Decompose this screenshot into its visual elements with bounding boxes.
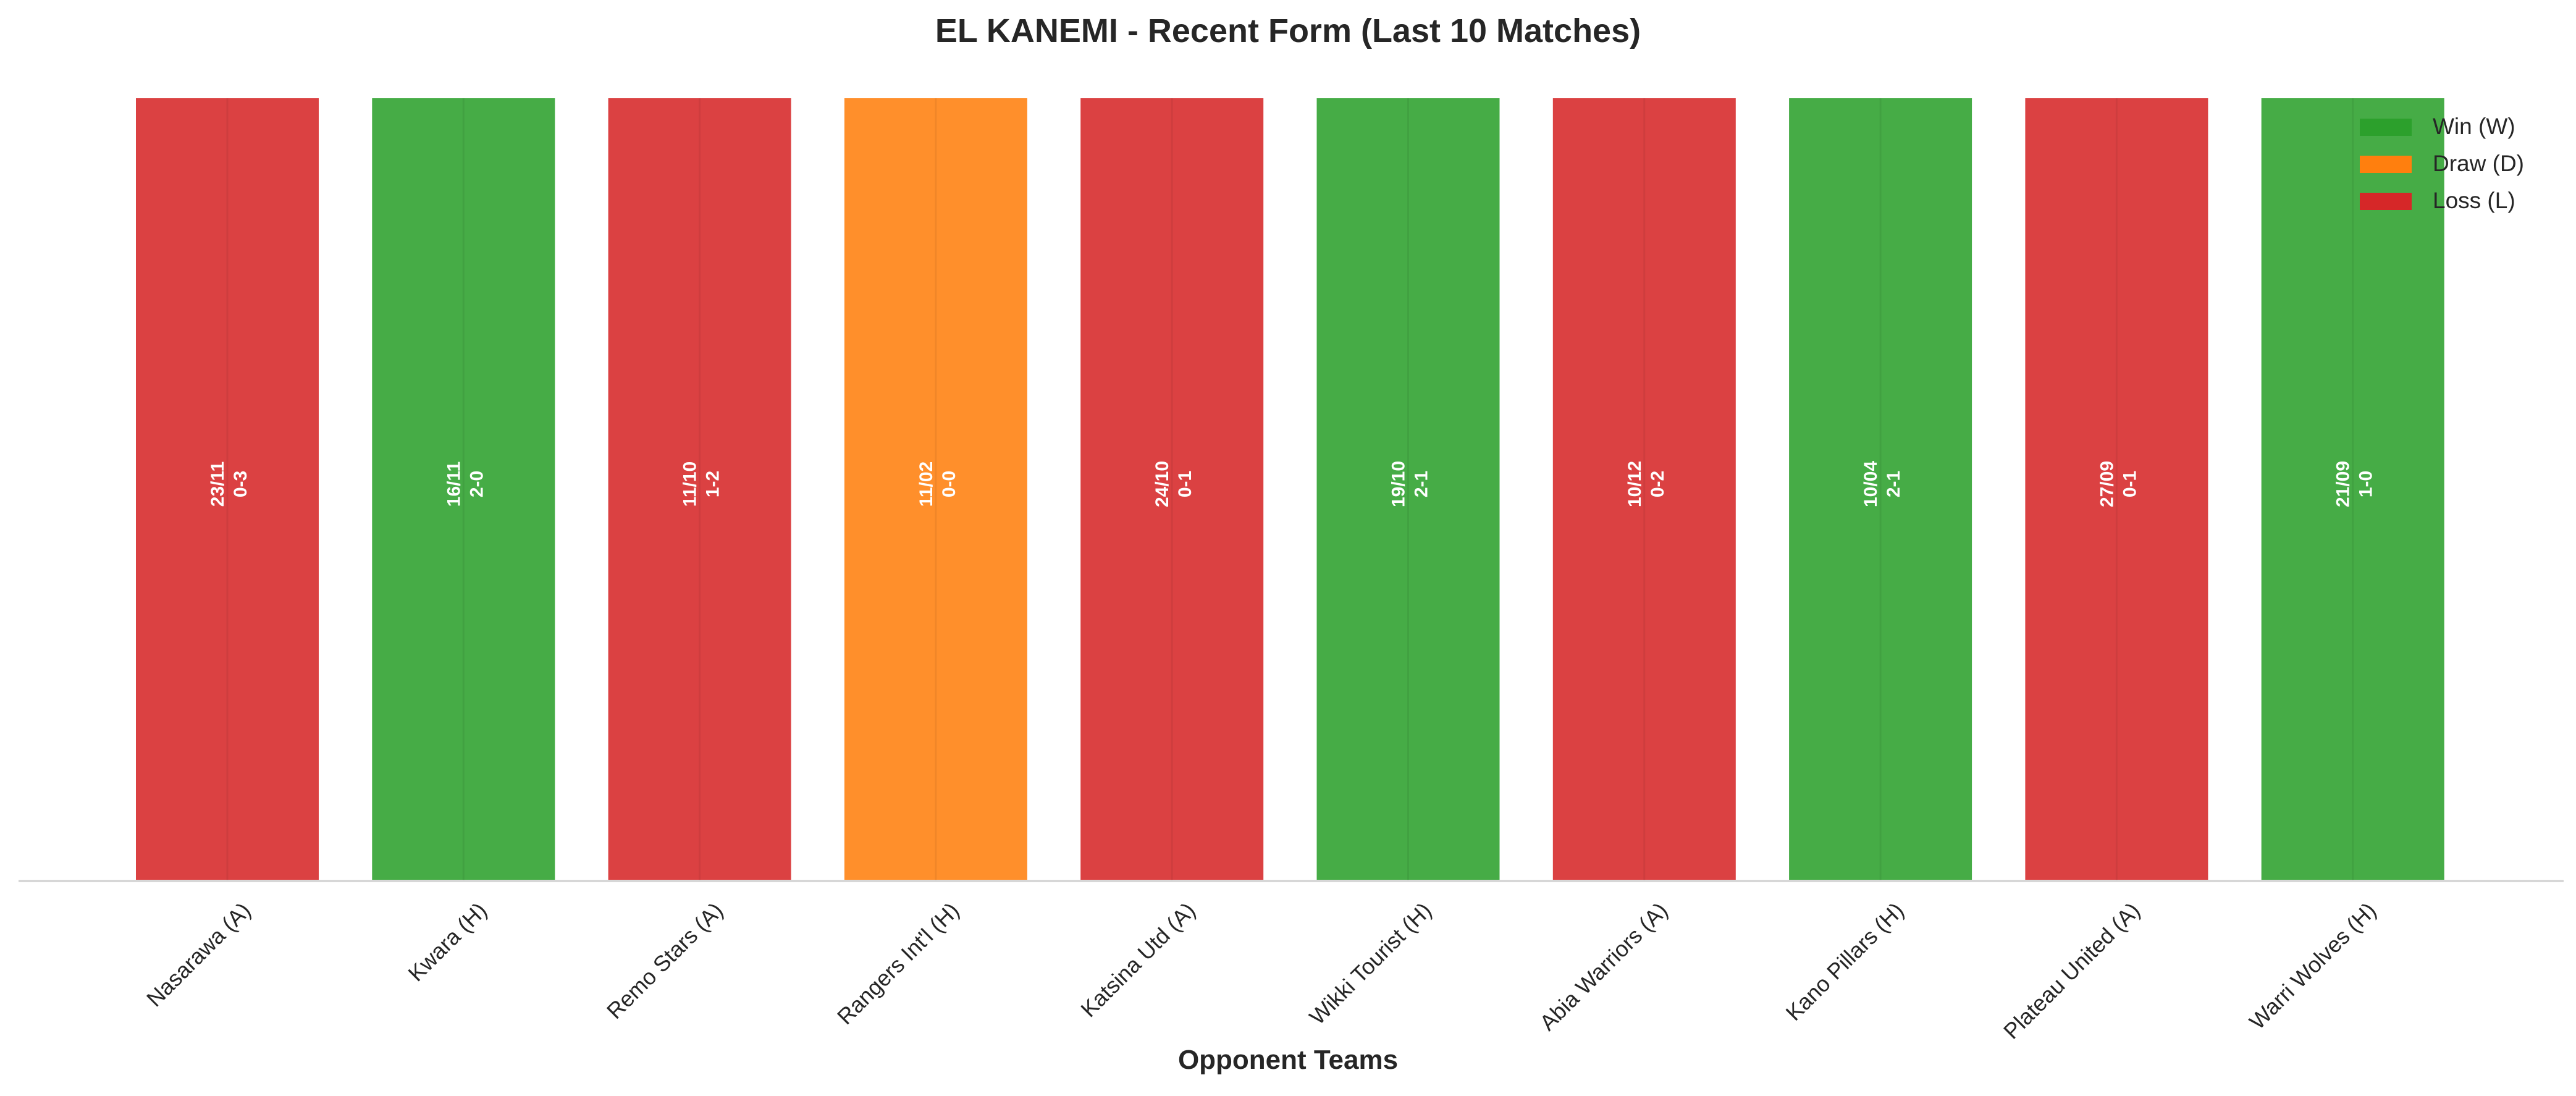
legend-item: Loss (L) bbox=[2360, 188, 2515, 213]
x-tick-label: Kano Pillars (H) bbox=[1781, 898, 1909, 1026]
bar-match-label: 23/11 0-3 bbox=[208, 462, 251, 507]
match-score: 1-2 bbox=[703, 471, 723, 497]
x-tick-label: Remo Stars (A) bbox=[602, 898, 728, 1024]
bar-group: 16/11 2-0 bbox=[369, 96, 558, 882]
bar bbox=[2258, 96, 2447, 882]
match-date: 23/11 bbox=[208, 462, 228, 507]
bar-group: 23/11 0-3 bbox=[133, 96, 321, 882]
legend-swatch bbox=[2360, 193, 2412, 210]
x-tick-label: Katsina Utd (A) bbox=[1075, 898, 1200, 1022]
bar bbox=[369, 96, 558, 882]
match-date: 10/12 bbox=[1625, 461, 1645, 507]
x-tick-label: Rangers Int'l (H) bbox=[832, 898, 964, 1030]
match-score: 2-0 bbox=[466, 471, 487, 497]
match-score: 2-1 bbox=[1884, 471, 1904, 497]
match-date: 16/11 bbox=[444, 462, 464, 507]
match-score: 0-2 bbox=[1648, 471, 1668, 497]
bar bbox=[1314, 96, 1502, 882]
x-tick-label: Abia Warriors (A) bbox=[1534, 898, 1672, 1035]
bar-group: 24/10 0-1 bbox=[1078, 96, 1266, 882]
bar-group: 19/10 2-1 bbox=[1314, 96, 1502, 882]
match-date: 21/09 bbox=[2333, 461, 2354, 507]
match-score: 0-1 bbox=[2119, 471, 2140, 497]
legend-swatch bbox=[2360, 156, 2412, 173]
legend-item: Win (W) bbox=[2360, 114, 2515, 139]
legend: Win (W) Draw (D) Loss (L) bbox=[2360, 114, 2524, 213]
legend-label: Loss (L) bbox=[2433, 188, 2515, 213]
x-tick-label: Kwara (H) bbox=[403, 898, 492, 987]
bar bbox=[133, 96, 321, 882]
match-date: 11/10 bbox=[680, 462, 701, 507]
bar-match-label: 11/02 0-0 bbox=[916, 462, 959, 507]
match-date: 11/02 bbox=[916, 462, 937, 507]
match-date: 27/09 bbox=[2097, 461, 2117, 507]
bar-match-label: 10/12 0-2 bbox=[1625, 461, 1668, 507]
legend-label: Draw (D) bbox=[2433, 151, 2524, 176]
match-date: 24/10 bbox=[1152, 461, 1172, 507]
x-tick-label: Nasarawa (A) bbox=[141, 898, 256, 1012]
bar bbox=[1550, 96, 1738, 882]
match-score: 1-0 bbox=[2356, 471, 2376, 497]
bar-match-label: 16/11 2-0 bbox=[444, 462, 487, 507]
bar-match-label: 27/09 0-1 bbox=[2097, 461, 2140, 507]
legend-swatch bbox=[2360, 119, 2412, 136]
chart-title: EL KANEMI - Recent Form (Last 10 Matches… bbox=[935, 12, 1641, 49]
bar-match-label: 10/04 2-1 bbox=[1861, 461, 1904, 507]
bar-group: 10/04 2-1 bbox=[1787, 96, 1975, 882]
match-date: 10/04 bbox=[1861, 461, 1881, 507]
legend-item: Draw (D) bbox=[2360, 151, 2524, 176]
bar bbox=[605, 96, 794, 882]
match-score: 2-1 bbox=[1412, 471, 1432, 497]
bar-match-label: 24/10 0-1 bbox=[1152, 461, 1195, 507]
x-tick-labels: Nasarawa (A) Kwara (H) Remo Stars (A) Range… bbox=[141, 898, 2381, 1044]
match-date: 19/10 bbox=[1389, 461, 1409, 507]
x-axis-label: Opponent Teams bbox=[1178, 1045, 1398, 1075]
bar-group: 27/09 0-1 bbox=[2022, 96, 2211, 882]
x-tick-label: Plateau United (A) bbox=[1998, 898, 2145, 1044]
bar-group: 11/10 1-2 bbox=[605, 96, 794, 882]
legend-label: Win (W) bbox=[2433, 114, 2515, 139]
match-score: 0-3 bbox=[230, 471, 251, 497]
bar bbox=[1078, 96, 1266, 882]
x-tick-label: Warri Wolves (H) bbox=[2244, 898, 2381, 1034]
bar-group: 21/09 1-0 bbox=[2258, 96, 2447, 882]
bar-group: 11/02 0-0 bbox=[841, 96, 1030, 882]
bar bbox=[841, 96, 1030, 882]
match-score: 0-0 bbox=[939, 471, 959, 497]
bar-match-label: 11/10 1-2 bbox=[680, 462, 723, 507]
match-score: 0-1 bbox=[1175, 471, 1195, 497]
bar-match-label: 19/10 2-1 bbox=[1389, 461, 1432, 507]
bar-group: 10/12 0-2 bbox=[1550, 96, 1738, 882]
bars-layer: 23/11 0-3 16/11 2-0 11/10 1-2 11/02 0-0 24/10 0-1… bbox=[133, 96, 2447, 882]
bar-match-label: 21/09 1-0 bbox=[2333, 461, 2376, 507]
x-tick-label: Wikki Tourist (H) bbox=[1304, 898, 1436, 1030]
